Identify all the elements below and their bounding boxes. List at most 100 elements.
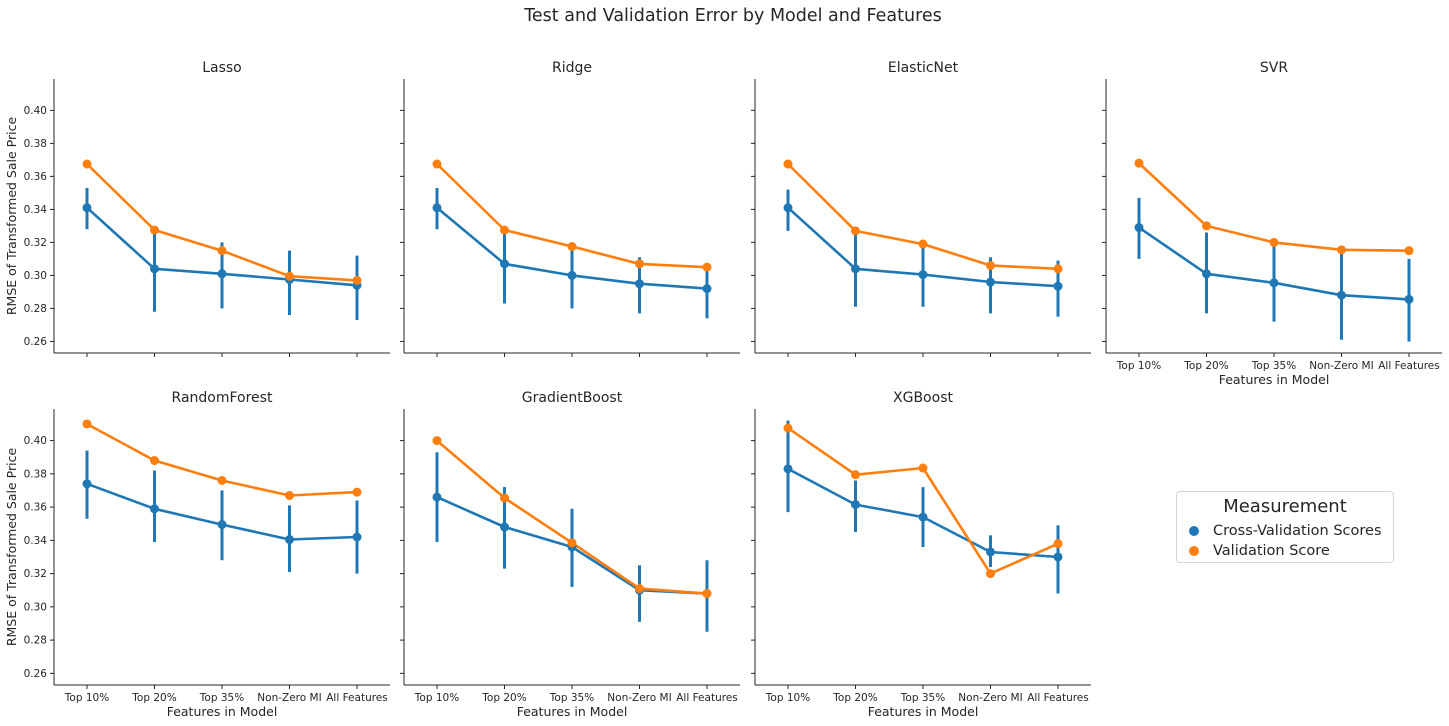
cv-point bbox=[1337, 290, 1346, 300]
panel-gradientboost: GradientBoost Top 10% Top 20% Top 35% Non-Ze… bbox=[400, 390, 740, 719]
validation-point bbox=[500, 225, 509, 235]
x-tick-label: Top 20% bbox=[1183, 360, 1228, 372]
chart-panels: Lasso 0.26 0.28 0.30 0.32 0.34 0.36 0.38 0.40 RMS… bbox=[4, 60, 1442, 719]
cv-point bbox=[432, 203, 442, 213]
legend-marker-cv bbox=[1189, 526, 1199, 536]
x-tick-label: Top 20% bbox=[481, 692, 526, 704]
y-tick-label: 0.34 bbox=[24, 204, 48, 216]
cv-point bbox=[150, 504, 159, 514]
cv-point bbox=[432, 492, 442, 502]
validation-point bbox=[150, 456, 159, 466]
panel-ridge: Ridge bbox=[400, 60, 740, 357]
cv-point bbox=[352, 532, 362, 542]
y-tick-label: 0.28 bbox=[24, 303, 47, 315]
figure-title: Test and Validation Error by Model and F… bbox=[523, 6, 942, 26]
validation-point bbox=[702, 589, 712, 599]
legend-label-cv: Cross-Validation Scores bbox=[1213, 523, 1382, 539]
panel-randomforest: RandomForest 0.26 0.28 0.30 0.32 0.34 0.36 0.38… bbox=[4, 390, 390, 719]
cv-point bbox=[82, 203, 92, 213]
cv-point bbox=[285, 535, 294, 545]
y-tick-label: 0.36 bbox=[24, 502, 48, 514]
cv-point bbox=[500, 522, 509, 532]
x-tick-label: Non-Zero MI bbox=[607, 692, 671, 704]
validation-point bbox=[702, 262, 712, 272]
cv-point bbox=[1269, 278, 1279, 288]
x-tick-label: Top 20% bbox=[131, 692, 176, 704]
x-tick-label: Top 10% bbox=[1116, 360, 1161, 372]
validation-point bbox=[432, 159, 442, 169]
cv-point bbox=[1404, 294, 1414, 304]
validation-point bbox=[918, 463, 928, 473]
panel-title: SVR bbox=[1260, 60, 1288, 76]
cv-point bbox=[217, 269, 227, 279]
x-tick-label: Non-Zero MI bbox=[257, 692, 321, 704]
cv-point bbox=[150, 264, 159, 274]
y-tick-label: 0.32 bbox=[24, 237, 47, 249]
validation-series-line bbox=[1138, 162, 1410, 252]
validation-point bbox=[352, 275, 362, 285]
validation-point bbox=[150, 225, 159, 235]
cv-point bbox=[1053, 552, 1063, 562]
x-tick-label: All Features bbox=[1027, 692, 1089, 704]
panel-title: Ridge bbox=[552, 60, 592, 76]
panel-title: XGBoost bbox=[893, 390, 953, 406]
panel-lasso: Lasso 0.26 0.28 0.30 0.32 0.34 0.36 0.38 0.40 RMS… bbox=[4, 60, 390, 357]
validation-point bbox=[567, 242, 577, 252]
validation-point bbox=[851, 226, 860, 236]
panel-title: ElasticNet bbox=[888, 60, 959, 76]
legend-title: Measurement bbox=[1223, 496, 1347, 517]
validation-point bbox=[783, 159, 793, 169]
cv-point bbox=[82, 479, 92, 489]
validation-point bbox=[217, 246, 227, 256]
x-tick-label: All Features bbox=[1378, 360, 1440, 372]
cv-point bbox=[783, 464, 793, 474]
validation-point bbox=[1269, 237, 1279, 247]
validation-point bbox=[1202, 221, 1211, 231]
validation-point bbox=[285, 271, 294, 281]
cv-point bbox=[851, 264, 860, 274]
y-tick-label: 0.32 bbox=[24, 568, 47, 580]
validation-point bbox=[635, 259, 644, 269]
x-axis-label: Features in Model bbox=[868, 704, 979, 719]
validation-point bbox=[783, 423, 793, 433]
validation-point bbox=[432, 436, 442, 446]
legend-label-val: Validation Score bbox=[1213, 543, 1330, 559]
cv-point bbox=[986, 277, 995, 287]
panel-title: GradientBoost bbox=[522, 390, 623, 406]
validation-point bbox=[1337, 245, 1346, 255]
panel-title: Lasso bbox=[202, 60, 242, 76]
validation-point bbox=[1134, 158, 1144, 168]
panel-elasticnet: ElasticNet bbox=[751, 60, 1091, 357]
validation-point bbox=[82, 159, 92, 169]
validation-point bbox=[986, 569, 995, 579]
legend-marker-val bbox=[1189, 546, 1199, 556]
cv-point bbox=[783, 203, 793, 213]
panel-title: RandomForest bbox=[172, 390, 273, 406]
y-tick-label: 0.40 bbox=[24, 435, 47, 447]
cv-point bbox=[1134, 223, 1144, 233]
validation-point bbox=[986, 261, 995, 271]
cv-point bbox=[1053, 281, 1063, 291]
x-tick-label: Top 35% bbox=[1251, 360, 1296, 372]
validation-point bbox=[1053, 264, 1063, 274]
y-tick-label: 0.40 bbox=[24, 105, 47, 117]
x-tick-label: All Features bbox=[326, 692, 388, 704]
x-tick-label: Top 35% bbox=[549, 692, 594, 704]
validation-point bbox=[635, 584, 644, 594]
y-axis-label: RMSE of Transformed Sale Price bbox=[4, 117, 19, 316]
cv-point bbox=[217, 520, 227, 530]
y-axis-label: RMSE of Transformed Sale Price bbox=[4, 448, 19, 647]
y-tick-label: 0.36 bbox=[24, 171, 48, 183]
validation-point bbox=[1404, 246, 1414, 256]
cv-point bbox=[567, 270, 577, 280]
x-tick-label: Top 20% bbox=[832, 692, 877, 704]
x-axis-label: Features in Model bbox=[167, 704, 278, 719]
y-tick-label: 0.26 bbox=[24, 336, 48, 348]
x-tick-label: All Features bbox=[676, 692, 738, 704]
validation-point bbox=[918, 239, 928, 249]
cv-point bbox=[851, 500, 860, 510]
validation-point bbox=[82, 419, 92, 429]
cv-point bbox=[500, 259, 509, 269]
legend-entry-val: Validation Score bbox=[1189, 543, 1330, 559]
